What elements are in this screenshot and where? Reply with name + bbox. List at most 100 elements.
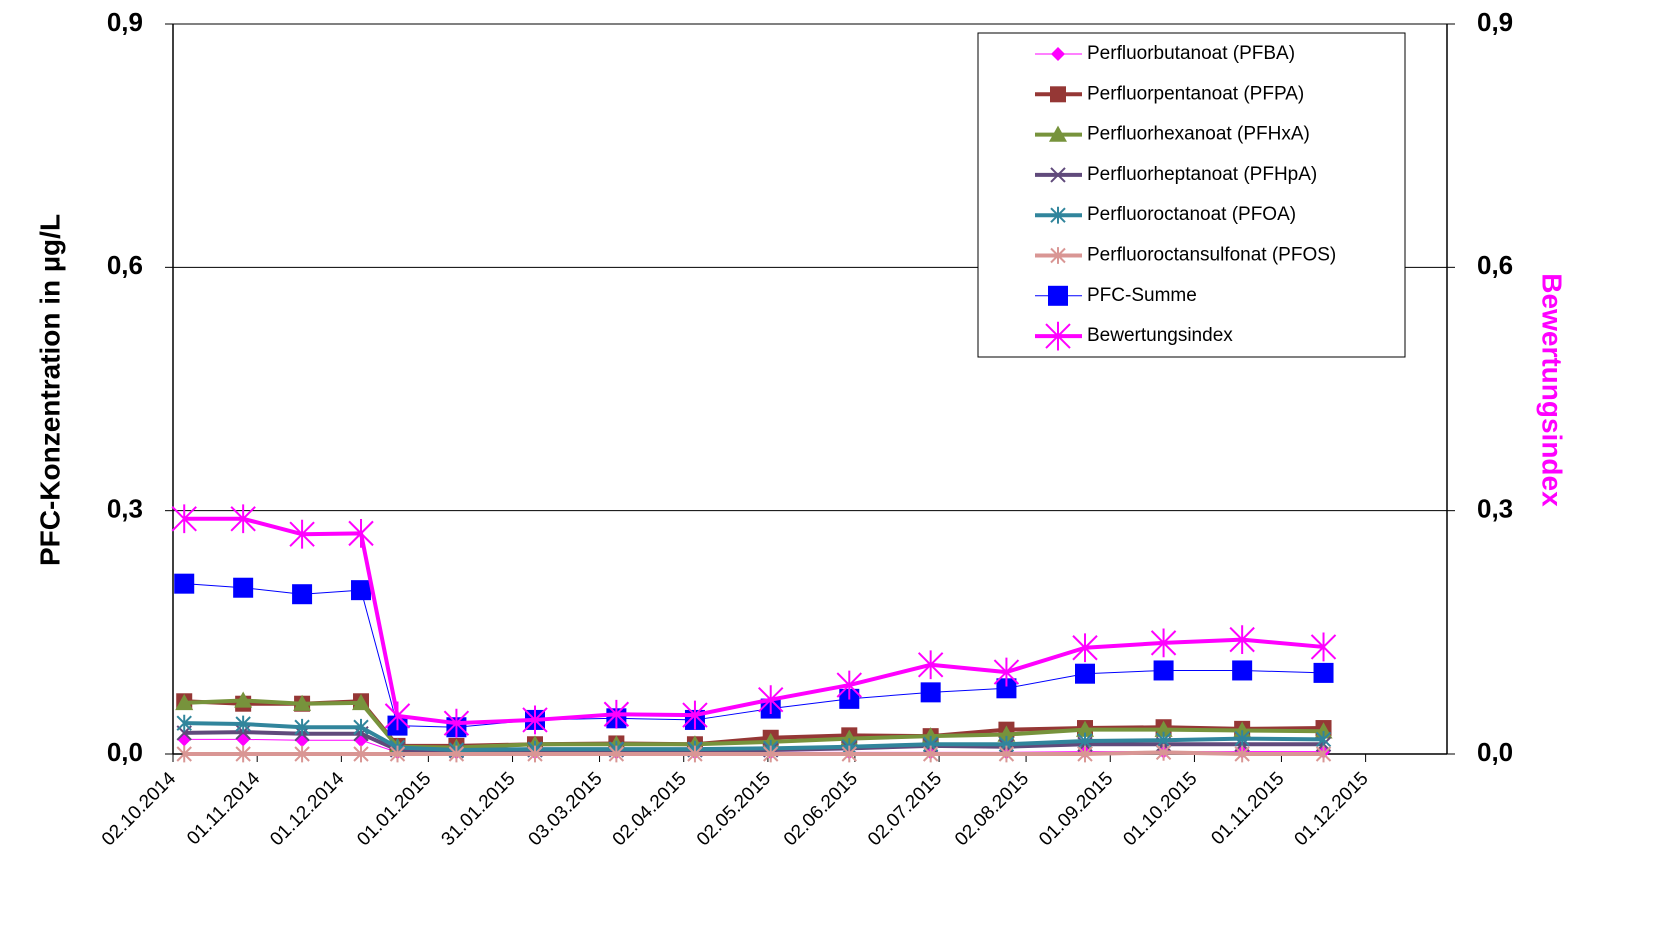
marker (996, 678, 1017, 699)
marker (1077, 745, 1093, 763)
marker (763, 745, 779, 763)
y-axis-title: PFC-Konzentration in µg/L (34, 214, 65, 566)
marker (294, 745, 310, 763)
marker (608, 745, 625, 763)
marker (998, 745, 1015, 763)
marker (293, 694, 312, 711)
x-tick-label: 02.04.2015 (609, 768, 691, 850)
legend-label: Perfluorhexanoat (PFHxA) (1087, 124, 1310, 145)
x-tick-label: 31.01.2015 (438, 768, 520, 850)
marker (389, 745, 406, 763)
y-tick-label: 0,0 (107, 737, 143, 767)
y2-tick-label: 0,0 (1477, 737, 1513, 767)
marker (448, 745, 465, 763)
legend-marker (1045, 321, 1071, 351)
y2-axis-title: Bewertungsindex (1537, 273, 1568, 507)
marker (920, 682, 941, 703)
marker (1150, 628, 1177, 658)
marker (993, 657, 1020, 687)
marker (1232, 660, 1253, 681)
marker (384, 701, 411, 731)
marker (236, 732, 251, 747)
marker (687, 745, 703, 763)
marker (836, 670, 862, 700)
y2-tick-label: 0,6 (1477, 250, 1513, 280)
marker (1072, 633, 1098, 663)
marker (1315, 731, 1332, 748)
marker (233, 577, 254, 598)
legend-label: PFC-Summe (1087, 285, 1197, 306)
y2-tick-label: 0,9 (1477, 7, 1513, 37)
legend-marker (1050, 167, 1066, 183)
y-tick-label: 0,9 (107, 7, 143, 37)
x-tick-label: 02.10.2014 (98, 768, 180, 850)
marker (176, 714, 192, 732)
legend-marker (1050, 206, 1066, 224)
marker (171, 504, 197, 534)
legend: Perfluorbutanoat (PFBA) Perfluorpentanoat… (977, 32, 1406, 358)
legend-marker (1050, 247, 1066, 264)
legend-marker (1049, 125, 1067, 142)
marker (1313, 662, 1334, 683)
marker (1310, 632, 1337, 662)
legend-marker (1048, 285, 1068, 306)
x-tick-label: 01.09.2015 (1035, 768, 1117, 850)
marker (175, 693, 194, 711)
marker (174, 573, 195, 594)
x-tick-label: 02.05.2015 (693, 768, 775, 850)
marker (997, 725, 1016, 742)
y-tick-label: 0,6 (107, 250, 143, 280)
marker (353, 718, 369, 736)
legend-label: Perfluorheptanoat (PFHpA) (1087, 164, 1317, 185)
marker (1154, 720, 1173, 737)
x-tick-label: 02.08.2015 (951, 768, 1033, 850)
marker (603, 699, 630, 729)
marker (682, 700, 708, 730)
marker (234, 691, 253, 708)
legend-box (977, 32, 1406, 358)
x-tick-label: 02.06.2015 (780, 768, 862, 850)
marker (1229, 625, 1255, 655)
marker (289, 519, 315, 549)
x-tick-label: 02.07.2015 (864, 768, 946, 850)
marker (294, 718, 310, 736)
legend-label: Perfluorpentanoat (PFPA) (1087, 83, 1304, 104)
marker (1315, 745, 1332, 763)
series-line (184, 750, 1324, 756)
marker (352, 693, 371, 711)
y-tick-label: 0,3 (107, 494, 143, 524)
legend-label: Perfluoroctansulfonat (PFOS) (1087, 245, 1336, 266)
marker (176, 745, 192, 763)
marker (235, 715, 251, 733)
marker (1153, 660, 1174, 681)
x-tick-label: 01.12.2015 (1291, 768, 1373, 850)
marker (230, 504, 256, 534)
marker (443, 708, 470, 738)
series-line (184, 516, 1324, 726)
x-tick-label: 01.12.2014 (266, 768, 348, 850)
x-tick-label: 01.11.2015 (1207, 768, 1288, 849)
legend-label: Bewertungsindex (1087, 325, 1233, 346)
marker (758, 685, 784, 715)
y2-tick-label: 0,3 (1477, 494, 1513, 524)
marker (917, 650, 944, 680)
marker (527, 745, 543, 763)
legend-label: Perfluoroctanoat (PFOA) (1087, 204, 1296, 225)
x-tick-label: 01.01.2015 (353, 768, 435, 850)
marker (351, 580, 372, 601)
x-tick-label: 01.11.2014 (183, 768, 264, 849)
marker (922, 745, 939, 763)
marker (522, 705, 548, 735)
marker (1234, 745, 1250, 763)
marker (1076, 720, 1095, 737)
legend-marker (1051, 47, 1065, 61)
legend-marker (1050, 86, 1066, 103)
marker (353, 745, 369, 763)
legend-label: Perfluorbutanoat (PFBA) (1087, 43, 1295, 64)
marker (235, 745, 251, 763)
marker (1155, 743, 1172, 761)
marker (1234, 730, 1250, 747)
marker (1075, 663, 1096, 684)
x-tick-label: 01.10.2015 (1119, 768, 1201, 850)
